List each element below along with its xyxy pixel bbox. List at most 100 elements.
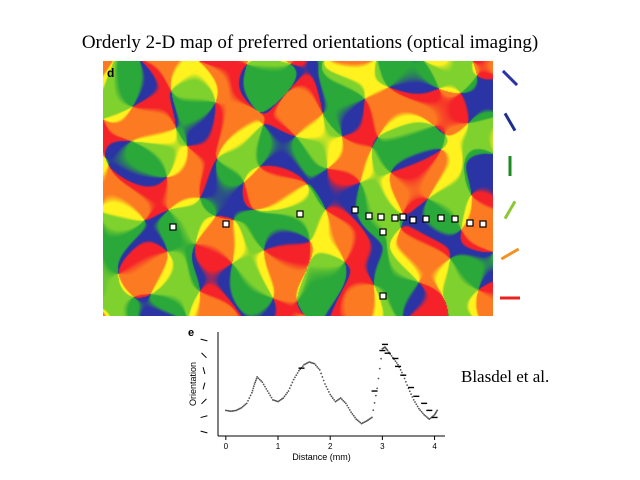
sample-point xyxy=(379,292,387,300)
data-point xyxy=(253,383,256,385)
data-point xyxy=(243,404,245,407)
data-point xyxy=(365,420,368,422)
data-point xyxy=(265,387,268,390)
data-point xyxy=(326,388,329,391)
orientation-tick-icon xyxy=(200,415,208,419)
data-point xyxy=(369,417,372,420)
data-point xyxy=(286,391,289,394)
data-point xyxy=(257,377,260,380)
data-point xyxy=(386,349,389,352)
data-point xyxy=(399,369,402,371)
data-point xyxy=(342,399,345,402)
data-point xyxy=(337,398,339,401)
data-point xyxy=(316,365,319,368)
data-point xyxy=(325,385,328,388)
data-point xyxy=(245,402,248,405)
sample-point xyxy=(169,223,177,231)
data-point xyxy=(266,390,269,392)
data-point xyxy=(351,413,354,415)
x-tick-label: 0 xyxy=(224,442,229,451)
data-point xyxy=(260,380,262,382)
data-point xyxy=(249,394,252,397)
data-point xyxy=(252,387,255,390)
data-point xyxy=(418,407,420,410)
data-point xyxy=(423,413,426,416)
data-point xyxy=(346,404,349,407)
orientation-tick-icon xyxy=(202,367,206,375)
data-point xyxy=(410,393,412,396)
sample-point xyxy=(379,228,387,236)
data-point xyxy=(251,389,254,392)
data-point xyxy=(397,363,399,366)
data-point xyxy=(395,361,398,364)
data-point xyxy=(354,416,356,419)
data-point xyxy=(255,377,258,380)
data-point xyxy=(267,392,270,395)
data-point xyxy=(338,398,341,400)
data-point xyxy=(377,377,380,380)
data-point xyxy=(390,354,393,357)
legend-orientation-bar xyxy=(501,69,519,87)
data-point xyxy=(371,416,373,419)
data-point xyxy=(277,400,279,403)
data-point xyxy=(419,409,422,412)
data-point xyxy=(350,411,352,414)
data-point xyxy=(348,409,351,411)
panel-d-label: d xyxy=(107,66,115,80)
sample-point-overlay xyxy=(169,206,487,300)
data-point xyxy=(372,409,375,412)
data-point xyxy=(291,381,294,384)
data-point xyxy=(281,398,283,400)
data-point xyxy=(279,398,282,401)
sample-point xyxy=(391,214,399,222)
data-point xyxy=(292,378,295,381)
data-point xyxy=(313,362,316,365)
data-point xyxy=(343,401,346,403)
data-point xyxy=(334,400,337,403)
data-point xyxy=(270,396,273,399)
orientation-tick-icon xyxy=(200,338,208,342)
data-point xyxy=(244,403,247,406)
data-point xyxy=(284,393,287,396)
data-point xyxy=(301,365,304,368)
data-point xyxy=(367,419,369,421)
data-point xyxy=(329,393,332,396)
orientation-tick-icon xyxy=(200,430,208,434)
data-point xyxy=(380,357,382,360)
data-point xyxy=(374,394,377,397)
sample-point xyxy=(451,215,459,223)
data-point xyxy=(335,399,338,402)
credit-text: Blasdel et al. xyxy=(461,367,550,386)
data-point xyxy=(378,367,381,370)
data-point xyxy=(352,414,355,417)
data-point xyxy=(314,364,317,367)
sample-point xyxy=(365,212,373,220)
sample-point xyxy=(399,213,407,221)
data-point xyxy=(425,416,428,418)
sample-point xyxy=(479,220,487,228)
legend-orientation-bar xyxy=(503,112,517,132)
data-point xyxy=(432,415,435,417)
data-point xyxy=(421,412,424,415)
data-point xyxy=(317,367,320,370)
data-point xyxy=(296,372,299,374)
data-point xyxy=(406,384,409,386)
data-point xyxy=(424,415,427,417)
data-point xyxy=(327,391,330,393)
data-point xyxy=(428,418,431,421)
data-point xyxy=(283,395,286,398)
data-point xyxy=(357,420,360,423)
data-point xyxy=(247,399,249,402)
x-tick-label: 3 xyxy=(380,442,385,451)
x-tick-label: 1 xyxy=(276,442,281,451)
data-point xyxy=(373,402,376,404)
data-point xyxy=(297,369,300,372)
data-point xyxy=(294,376,296,379)
data-point xyxy=(359,421,362,424)
panel-e-label: e xyxy=(188,327,194,339)
y-axis-label: Orientation xyxy=(188,362,198,406)
slide-title: Orderly 2-D map of preferred orientation… xyxy=(81,32,539,53)
data-point xyxy=(341,398,343,401)
sample-point xyxy=(422,215,430,223)
data-point xyxy=(241,405,244,408)
